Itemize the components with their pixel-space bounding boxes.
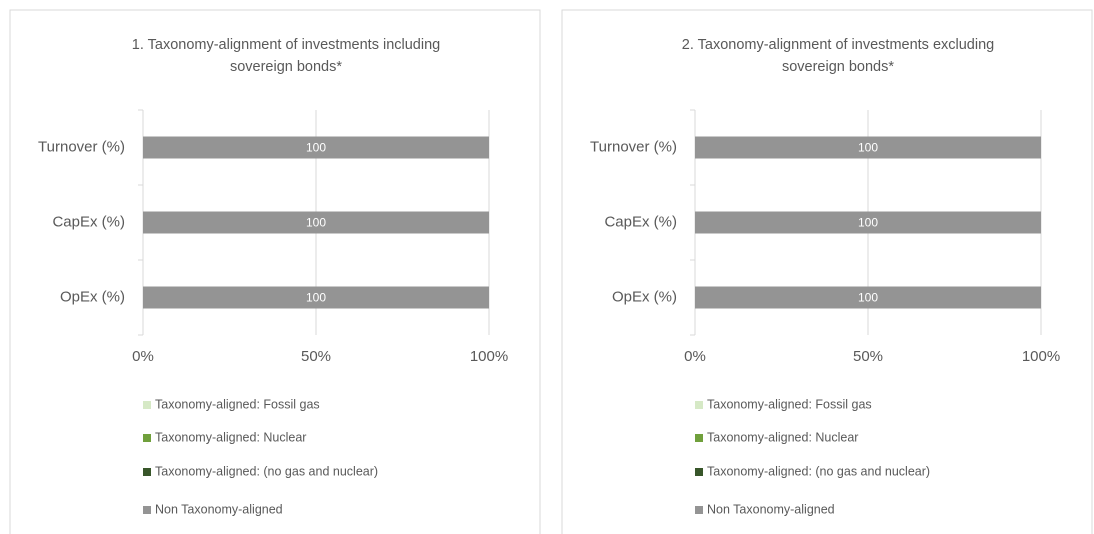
data-label: 100: [306, 141, 326, 155]
data-label: 100: [306, 216, 326, 230]
legend-swatch: [143, 468, 151, 476]
data-label: 100: [306, 291, 326, 305]
legend-swatch: [143, 401, 151, 409]
legend-label: Taxonomy-aligned: Nuclear: [155, 430, 306, 444]
legend-label: Taxonomy-aligned: Fossil gas: [155, 397, 320, 411]
bar-segment: [143, 136, 489, 159]
legend-swatch: [695, 506, 703, 514]
bar-segment: [143, 211, 489, 234]
x-tick-label: 0%: [132, 348, 154, 365]
x-tick-label: 50%: [853, 348, 883, 365]
legend-label: Taxonomy-aligned: (no gas and nuclear): [707, 464, 930, 478]
x-tick-label: 50%: [301, 348, 331, 365]
legend-label: Non Taxonomy-aligned: [155, 502, 283, 516]
legend-label: Taxonomy-aligned: Nuclear: [707, 430, 858, 444]
panel-border: [561, 9, 1093, 534]
x-tick-label: 100%: [470, 348, 508, 365]
y-tick-label: CapEx (%): [604, 213, 677, 230]
panel-border: [9, 9, 541, 534]
bar-segment: [695, 136, 1041, 159]
bar-segment: [143, 286, 489, 309]
y-tick-label: Turnover (%): [590, 138, 677, 155]
legend-swatch: [143, 506, 151, 514]
chart-title: sovereign bonds*: [230, 59, 342, 75]
y-tick-label: Turnover (%): [38, 138, 125, 155]
y-tick-label: OpEx (%): [612, 288, 677, 305]
bar-segment: [695, 211, 1041, 234]
data-label: 100: [858, 141, 878, 155]
legend-label: Taxonomy-aligned: Fossil gas: [707, 397, 872, 411]
data-label: 100: [858, 216, 878, 230]
legend-swatch: [695, 401, 703, 409]
chart-title: 1. Taxonomy-alignment of investments inc…: [132, 37, 440, 53]
legend-swatch: [695, 434, 703, 442]
bar-segment: [695, 286, 1041, 309]
chart-title: 2. Taxonomy-alignment of investments exc…: [682, 37, 994, 53]
data-label: 100: [858, 291, 878, 305]
x-tick-label: 0%: [684, 348, 706, 365]
y-tick-label: CapEx (%): [52, 213, 125, 230]
legend-label: Non Taxonomy-aligned: [707, 502, 835, 516]
legend-label: Taxonomy-aligned: (no gas and nuclear): [155, 464, 378, 478]
x-tick-label: 100%: [1022, 348, 1060, 365]
y-tick-label: OpEx (%): [60, 288, 125, 305]
chart-title: sovereign bonds*: [782, 59, 894, 75]
legend-swatch: [695, 468, 703, 476]
legend-swatch: [143, 434, 151, 442]
